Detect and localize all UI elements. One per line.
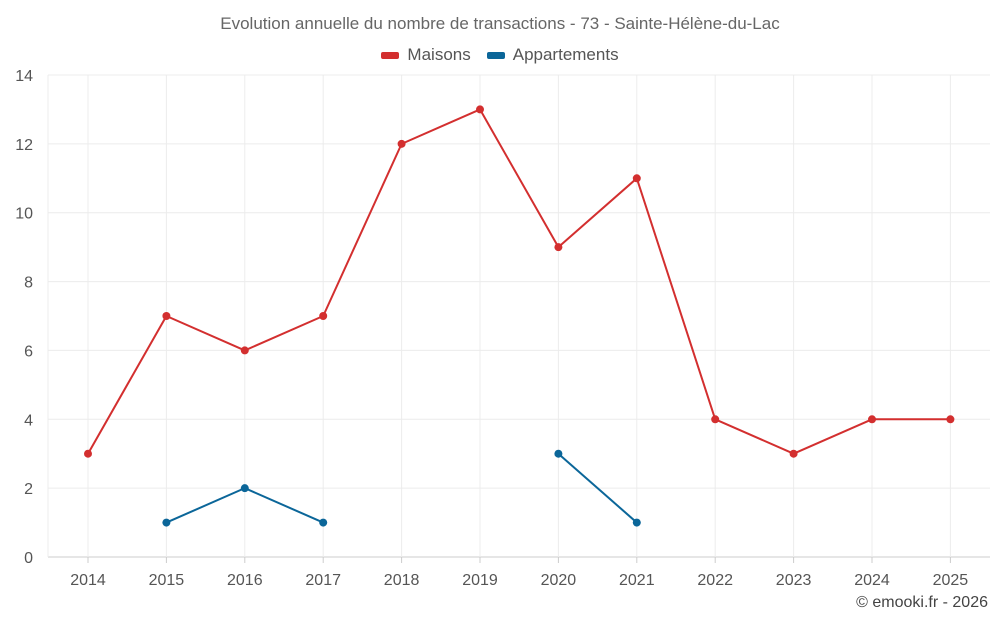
data-point-maisons bbox=[711, 415, 720, 424]
legend-item-appartements[interactable]: Appartements bbox=[486, 45, 619, 65]
x-tick-label: 2025 bbox=[933, 572, 969, 589]
data-point-maisons bbox=[868, 415, 876, 424]
series-line-maisons bbox=[87, 108, 951, 455]
data-point-maisons bbox=[554, 243, 563, 252]
x-tick-label: 2016 bbox=[227, 572, 263, 589]
legend-item-maisons[interactable]: Maisons bbox=[381, 45, 471, 65]
x-tick-label: 2020 bbox=[541, 572, 577, 589]
y-tick-label: 2 bbox=[24, 481, 33, 498]
data-point-maisons bbox=[946, 415, 955, 424]
y-tick-label: 0 bbox=[24, 550, 33, 567]
y-tick-label: 14 bbox=[15, 68, 33, 85]
legend-swatch-appartements bbox=[486, 51, 505, 59]
data-point-maisons bbox=[319, 312, 328, 320]
y-tick-label: 10 bbox=[15, 206, 33, 223]
x-tick-label: 2022 bbox=[697, 572, 733, 589]
y-tick-label: 12 bbox=[15, 137, 33, 154]
data-point-maisons bbox=[240, 346, 249, 355]
data-point-maisons bbox=[162, 312, 171, 320]
y-tick-label: 6 bbox=[24, 343, 33, 360]
legend-swatch-maisons bbox=[381, 51, 400, 59]
data-point-maisons bbox=[84, 449, 92, 458]
data-point-appartements bbox=[162, 518, 171, 527]
data-point-maisons bbox=[476, 105, 484, 114]
data-point-maisons bbox=[632, 174, 641, 183]
data-point-maisons bbox=[397, 139, 406, 148]
legend-label-maisons: Maisons bbox=[407, 45, 471, 64]
data-point-appartements bbox=[319, 518, 328, 527]
chart-title: Evolution annuelle du nombre de transact… bbox=[220, 14, 780, 33]
credit-text: © emooki.fr - 2026 bbox=[856, 594, 988, 611]
y-tick-label: 4 bbox=[24, 412, 33, 429]
x-tick-label: 2018 bbox=[384, 572, 420, 589]
y-tick-label: 8 bbox=[24, 275, 33, 292]
x-tick-label: 2021 bbox=[619, 572, 655, 589]
x-tick-label: 2023 bbox=[776, 572, 812, 589]
x-tick-label: 2015 bbox=[149, 572, 185, 589]
x-tick-label: 2014 bbox=[70, 572, 106, 589]
chart-legend: Maisons Appartements bbox=[0, 45, 1000, 65]
series-line-appartements bbox=[557, 452, 638, 524]
data-point-appartements bbox=[632, 518, 641, 527]
x-tick-label: 2019 bbox=[462, 572, 498, 589]
data-point-appartements bbox=[554, 449, 563, 458]
data-point-appartements bbox=[240, 484, 249, 493]
data-point-maisons bbox=[789, 449, 798, 458]
x-tick-label: 2024 bbox=[854, 572, 890, 589]
legend-label-appartements: Appartements bbox=[512, 45, 619, 64]
x-tick-label: 2017 bbox=[305, 572, 341, 589]
